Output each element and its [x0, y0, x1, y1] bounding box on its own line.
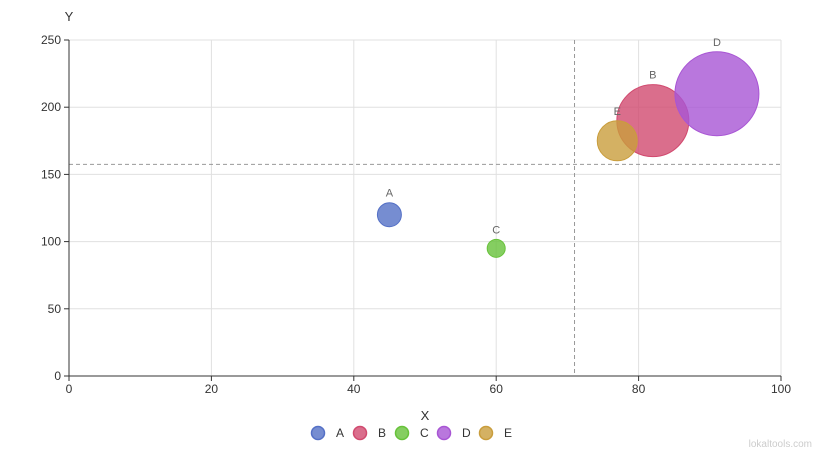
legend[interactable]: A B C D E [310, 425, 513, 441]
bubble-label-a: A [386, 188, 394, 200]
y-tick-label: 200 [41, 100, 61, 114]
bubbles [376, 51, 760, 258]
legend-item-a[interactable]: A [310, 425, 345, 441]
legend-swatch-c [394, 425, 410, 441]
legend-swatch-d [436, 425, 452, 441]
grid [68, 39, 782, 377]
x-tick-label: 100 [771, 382, 791, 396]
legend-swatch-e [478, 425, 494, 441]
legend-label-c: C [420, 426, 429, 440]
legend-label-d: D [462, 426, 471, 440]
watermark: lokaltools.com [749, 439, 812, 450]
legend-item-e[interactable]: E [478, 425, 513, 441]
legend-label-a: A [336, 426, 344, 440]
bubble-label-e: E [614, 106, 621, 118]
y-axis-title: Y [65, 9, 74, 24]
legend-swatch-a [310, 425, 326, 441]
legend-item-b[interactable]: B [352, 425, 387, 441]
bubble-e[interactable] [596, 120, 638, 162]
y-tick-label: 250 [41, 33, 61, 47]
bubble-a[interactable] [376, 202, 402, 228]
legend-swatch-b [352, 425, 368, 441]
bubble-labels: A B C D E [386, 37, 721, 237]
legend-item-d[interactable]: D [436, 425, 472, 441]
legend-label-e: E [504, 426, 512, 440]
y-tick-label: 50 [48, 302, 62, 316]
y-tick-label: 100 [41, 235, 61, 249]
bubble-d[interactable] [674, 51, 760, 137]
x-tick-label: 20 [205, 382, 219, 396]
legend-label-b: B [378, 426, 386, 440]
x-tick-label: 0 [66, 382, 73, 396]
x-tick-label: 40 [347, 382, 361, 396]
y-tick-label: 0 [54, 369, 61, 383]
axes: 0 20 40 60 80 100 0 50 100 150 200 250 [41, 33, 791, 396]
x-tick-label: 80 [632, 382, 646, 396]
reference-lines [69, 40, 781, 376]
legend-item-c[interactable]: C [394, 425, 430, 441]
bubble-label-d: D [713, 37, 721, 49]
bubble-label-c: C [492, 224, 500, 236]
bubble-label-b: B [649, 70, 656, 82]
bubble-c[interactable] [486, 238, 506, 258]
x-tick-label: 60 [490, 382, 504, 396]
x-axis-title: X [421, 408, 430, 423]
y-tick-label: 150 [41, 167, 61, 181]
